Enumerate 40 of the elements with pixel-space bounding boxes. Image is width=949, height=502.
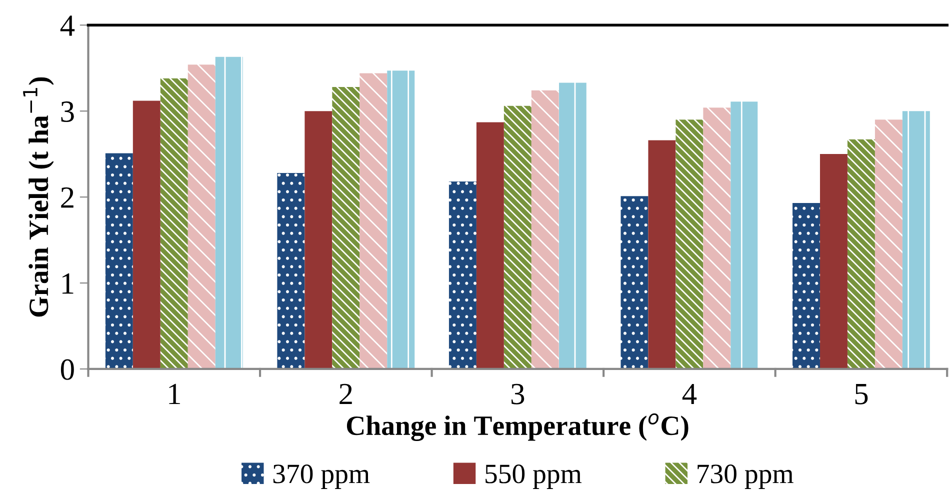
bar xyxy=(902,111,930,369)
legend-label: 550 ppm xyxy=(486,464,582,489)
bar xyxy=(676,120,704,369)
y-tick-label: 2 xyxy=(61,187,74,208)
x-tick-label: 4 xyxy=(682,384,697,404)
bar xyxy=(620,196,648,369)
bar xyxy=(387,70,415,369)
bar xyxy=(304,111,332,369)
y-tick-label: 3 xyxy=(61,101,74,122)
y-tick-label: 4 xyxy=(60,16,75,36)
bar xyxy=(558,82,586,369)
x-tick-label: 1 xyxy=(169,384,180,404)
y-axis-title: Grain Yield (t ha$^{−1}$) xyxy=(23,77,54,317)
bar xyxy=(448,182,476,369)
bar xyxy=(820,154,848,369)
bar xyxy=(360,73,388,369)
y-tick-label: 0 xyxy=(60,359,74,380)
bar xyxy=(874,120,902,369)
x-tick-label: 5 xyxy=(855,384,868,404)
bar xyxy=(132,100,160,369)
bar xyxy=(332,86,360,369)
bar xyxy=(504,106,532,369)
x-tick-label: 2 xyxy=(340,384,352,404)
bar xyxy=(476,122,504,369)
bar xyxy=(531,90,559,369)
bar xyxy=(215,56,243,369)
bar xyxy=(160,78,188,369)
legend-label: 370 ppm xyxy=(273,464,370,489)
bar xyxy=(703,108,731,369)
x-axis-title: Change in Temperature ($^{o}$C) xyxy=(346,413,688,441)
legend-label: 730 ppm xyxy=(698,464,794,489)
bar xyxy=(847,139,875,369)
y-tick-label: 1 xyxy=(62,273,74,294)
bar xyxy=(105,153,133,369)
bar xyxy=(792,203,820,369)
bar xyxy=(188,64,216,369)
bar xyxy=(277,172,305,369)
bar xyxy=(730,102,758,369)
x-tick-label: 3 xyxy=(512,384,524,404)
bar xyxy=(648,140,676,369)
